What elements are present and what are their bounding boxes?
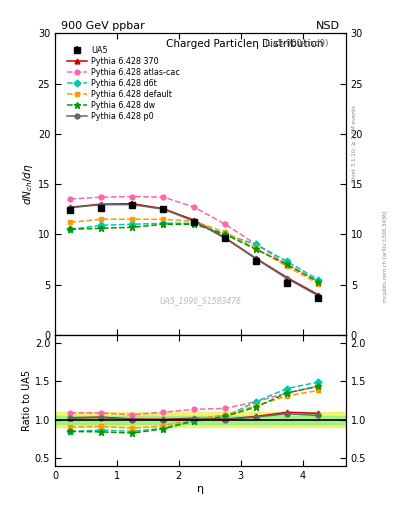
Pythia 6.428 370: [285, 274, 289, 281]
Pythia 6.428 d6t: [130, 221, 135, 227]
Pythia 6.428 p0: [285, 275, 289, 282]
Pythia 6.428 default: [254, 245, 259, 251]
Pythia 6.428 d6t: [285, 259, 289, 265]
Pythia 6.428 d6t: [68, 226, 73, 232]
Pythia 6.428 atlas-cac: [68, 196, 73, 202]
Bar: [55, 416, 346, 423]
Pythia 6.428 default: [285, 263, 289, 269]
Pythia 6.428 dw: [68, 226, 73, 232]
Text: UA5_1996_S1583476: UA5_1996_S1583476: [160, 295, 241, 305]
Pythia 6.428 atlas-cac: [161, 194, 166, 200]
Pythia 6.428 370: [68, 204, 73, 210]
Pythia 6.428 p0: [223, 235, 228, 241]
Pythia 6.428 p0: [254, 256, 259, 262]
Pythia 6.428 atlas-cac: [130, 194, 135, 200]
Pythia 6.428 370: [316, 291, 320, 297]
Pythia 6.428 default: [161, 216, 166, 222]
Pythia 6.428 atlas-cac: [254, 241, 259, 247]
Legend: UA5, Pythia 6.428 370, Pythia 6.428 atlas-cac, Pythia 6.428 d6t, Pythia 6.428 de: UA5, Pythia 6.428 370, Pythia 6.428 atla…: [65, 44, 183, 123]
Pythia 6.428 d6t: [161, 220, 166, 226]
Pythia 6.428 d6t: [223, 231, 228, 238]
Pythia 6.428 370: [223, 234, 228, 241]
Pythia 6.428 p0: [68, 205, 73, 211]
Pythia 6.428 dw: [192, 221, 196, 227]
Pythia 6.428 atlas-cac: [223, 221, 228, 227]
Text: (ua5-900-nsd9): (ua5-900-nsd9): [264, 39, 329, 48]
Bar: [55, 412, 346, 428]
Text: mcplots.cern.ch [arXiv:1306.3436]: mcplots.cern.ch [arXiv:1306.3436]: [383, 210, 388, 302]
Pythia 6.428 p0: [316, 292, 320, 298]
Line: Pythia 6.428 p0: Pythia 6.428 p0: [68, 202, 320, 298]
Pythia 6.428 atlas-cac: [192, 204, 196, 210]
Pythia 6.428 p0: [192, 218, 196, 224]
Pythia 6.428 default: [192, 218, 196, 224]
Pythia 6.428 p0: [130, 202, 135, 208]
Y-axis label: $dN_{ch}/d\eta$: $dN_{ch}/d\eta$: [21, 163, 35, 205]
Pythia 6.428 default: [68, 219, 73, 225]
Text: 900 GeV ppbar: 900 GeV ppbar: [61, 20, 145, 31]
Pythia 6.428 default: [316, 281, 320, 287]
Pythia 6.428 dw: [99, 225, 104, 231]
Pythia 6.428 atlas-cac: [99, 194, 104, 200]
Pythia 6.428 d6t: [192, 220, 196, 226]
Pythia 6.428 dw: [130, 224, 135, 230]
Pythia 6.428 default: [223, 229, 228, 236]
Pythia 6.428 370: [99, 201, 104, 207]
Pythia 6.428 dw: [223, 231, 228, 238]
Pythia 6.428 default: [130, 216, 135, 222]
Pythia 6.428 dw: [316, 279, 320, 285]
Line: Pythia 6.428 370: Pythia 6.428 370: [68, 201, 320, 297]
Pythia 6.428 370: [192, 217, 196, 223]
Pythia 6.428 p0: [161, 206, 166, 212]
Pythia 6.428 370: [130, 201, 135, 207]
Pythia 6.428 dw: [285, 262, 289, 268]
Y-axis label: Ratio to UA5: Ratio to UA5: [22, 370, 32, 431]
Pythia 6.428 d6t: [254, 241, 259, 247]
Pythia 6.428 d6t: [316, 276, 320, 283]
Pythia 6.428 370: [254, 255, 259, 262]
Line: Pythia 6.428 default: Pythia 6.428 default: [68, 217, 320, 286]
X-axis label: η: η: [197, 483, 204, 494]
Pythia 6.428 370: [161, 206, 166, 212]
Pythia 6.428 atlas-cac: [285, 262, 289, 268]
Pythia 6.428 d6t: [99, 222, 104, 228]
Text: NSD: NSD: [316, 20, 340, 31]
Pythia 6.428 p0: [99, 202, 104, 208]
Pythia 6.428 dw: [254, 246, 259, 252]
Pythia 6.428 atlas-cac: [316, 279, 320, 285]
Line: Pythia 6.428 d6t: Pythia 6.428 d6t: [68, 221, 320, 282]
Text: Charged Particleη Distribution: Charged Particleη Distribution: [165, 39, 323, 49]
Line: Pythia 6.428 atlas-cac: Pythia 6.428 atlas-cac: [68, 194, 320, 284]
Line: Pythia 6.428 dw: Pythia 6.428 dw: [67, 221, 321, 285]
Text: Rivet 3.1.10; ≥ 2.6M events: Rivet 3.1.10; ≥ 2.6M events: [352, 105, 357, 182]
Pythia 6.428 dw: [161, 221, 166, 227]
Pythia 6.428 default: [99, 216, 104, 222]
